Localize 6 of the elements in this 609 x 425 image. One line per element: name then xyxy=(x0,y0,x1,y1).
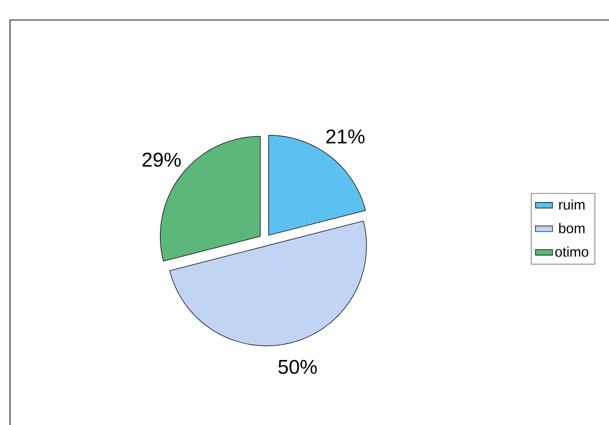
legend-label: bom xyxy=(559,223,584,234)
legend-label: ruim xyxy=(559,199,584,210)
legend-label: otimo xyxy=(555,246,588,257)
data-label: 21% xyxy=(326,129,365,144)
data-label: 50% xyxy=(278,360,317,374)
data-label: 29% xyxy=(142,152,181,167)
